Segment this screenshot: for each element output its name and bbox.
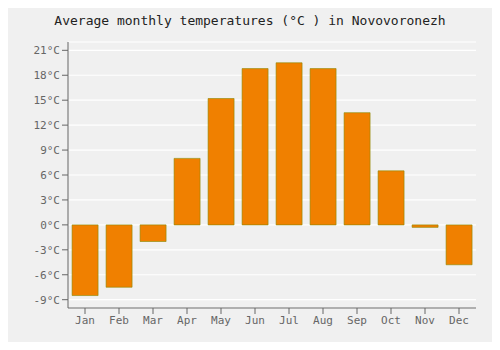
svg-text:18°C: 18°C xyxy=(34,69,61,82)
svg-text:Oct: Oct xyxy=(381,314,401,327)
html-text:Average monthly temperatures (: Average monthly temperatures (°C ) in No… xyxy=(54,13,446,28)
svg-text:Sep: Sep xyxy=(347,314,367,327)
svg-text:3°C: 3°C xyxy=(40,194,60,207)
svg-text:6°C: 6°C xyxy=(40,169,60,182)
svg-text:12°C: 12°C xyxy=(34,119,61,132)
svg-text:May: May xyxy=(211,314,231,327)
svg-text:Jan: Jan xyxy=(75,314,95,327)
svg-text:Jul: Jul xyxy=(279,314,299,327)
svg-text:9°C: 9°C xyxy=(40,144,60,157)
svg-text:Dec: Dec xyxy=(449,314,469,327)
svg-text:-9°C: -9°C xyxy=(34,294,61,307)
svg-text:Aug: Aug xyxy=(313,314,333,327)
svg-text:Apr: Apr xyxy=(177,314,197,327)
svg-text:Feb: Feb xyxy=(109,314,129,327)
svg-text:15°C: 15°C xyxy=(34,94,61,107)
svg-text:Nov: Nov xyxy=(415,314,435,327)
svg-text:21°C: 21°C xyxy=(34,44,61,57)
svg-text:-6°C: -6°C xyxy=(34,269,61,282)
svg-text:0°C: 0°C xyxy=(40,219,60,232)
svg-text:-3°C: -3°C xyxy=(34,244,61,257)
svg-text:Jun: Jun xyxy=(245,314,265,327)
svg-text:Mar: Mar xyxy=(143,314,163,327)
